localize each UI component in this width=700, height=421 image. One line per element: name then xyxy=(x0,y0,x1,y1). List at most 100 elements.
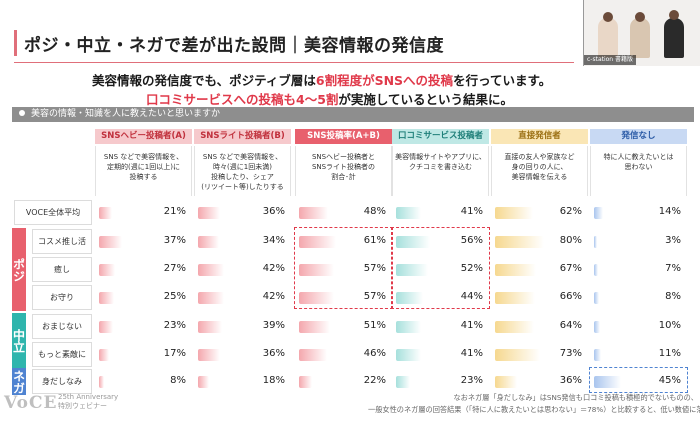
data-value: 7% xyxy=(665,263,681,274)
title-accent-bar xyxy=(14,30,17,56)
data-value: 61% xyxy=(363,235,386,246)
data-bar xyxy=(299,236,336,248)
data-value: 8% xyxy=(665,291,681,302)
column-description: 特に人に教えたいとは 思わない xyxy=(590,146,687,196)
presenter-head xyxy=(635,12,645,22)
data-cell: 37% xyxy=(95,233,192,251)
data-cell: 18% xyxy=(194,373,291,391)
data-value: 27% xyxy=(163,263,186,274)
data-cell: 8% xyxy=(590,289,687,307)
data-bar xyxy=(299,321,330,333)
column-description-line: SNS などで美容情報を、 xyxy=(202,153,283,161)
data-bar xyxy=(299,376,312,388)
column-description-line: 直接の友人や家族など xyxy=(504,153,575,161)
column-header: SNS投稿率(A+B) xyxy=(295,129,392,144)
data-cell: 42% xyxy=(194,289,291,307)
column-description-line: 美容情報を伝える xyxy=(511,173,568,181)
data-value: 45% xyxy=(658,375,681,386)
data-cell: 73% xyxy=(491,346,588,364)
data-cell: 23% xyxy=(95,318,192,336)
title-divider xyxy=(14,62,574,63)
data-bar xyxy=(99,349,109,361)
data-value: 80% xyxy=(559,235,582,246)
question-bar: 美容の情報・知識を人に教えたいと思いますか xyxy=(12,107,694,122)
data-cell: 23% xyxy=(392,373,489,391)
data-bar xyxy=(396,292,423,304)
data-value: 3% xyxy=(665,235,681,246)
column-description-line: 思わない xyxy=(624,163,653,171)
column-header: SNSヘビー投稿者(A) xyxy=(95,129,192,144)
data-bar xyxy=(198,236,219,248)
data-bar xyxy=(396,376,410,388)
data-value: 62% xyxy=(559,206,582,217)
data-cell: 44% xyxy=(392,289,489,307)
subtitle-text: を行っています。 xyxy=(453,73,552,88)
data-value: 57% xyxy=(363,263,386,274)
data-value: 34% xyxy=(262,235,285,246)
data-bar xyxy=(495,207,533,219)
column-description-line: SNS などで美容情報を、 xyxy=(103,153,184,161)
column-description-line: 割合･計 xyxy=(331,173,356,181)
data-cell: 34% xyxy=(194,233,291,251)
data-value: 23% xyxy=(460,375,483,386)
presenter-head xyxy=(603,12,613,22)
data-bar xyxy=(396,264,428,276)
column-description-line: SNSライト投稿者の xyxy=(311,163,376,171)
subtitle-text: 美容情報の発信度でも、ポジティブ層は xyxy=(92,73,316,88)
data-bar xyxy=(594,264,598,276)
data-cell: 45% xyxy=(590,373,687,391)
column-description-line: 定期的(週に1回以上)に xyxy=(107,163,180,171)
highlight-box-no-posting xyxy=(589,367,688,393)
data-bar xyxy=(594,207,603,219)
data-cell: 22% xyxy=(295,373,392,391)
column-header: 直接発信者 xyxy=(491,129,588,144)
data-cell: 41% xyxy=(392,318,489,336)
data-bar xyxy=(299,264,334,276)
data-bar xyxy=(495,236,544,248)
voce-logo: VoCE xyxy=(4,393,58,413)
group-label-positive: ポジ xyxy=(12,228,26,311)
data-value: 18% xyxy=(262,375,285,386)
question-text: 美容の情報・知識を人に教えたいと思いますか xyxy=(31,109,221,119)
data-cell: 21% xyxy=(95,204,192,222)
data-bar xyxy=(198,207,220,219)
anniversary-line: 25th Anniversary xyxy=(58,393,119,401)
column-description: SNS などで美容情報を、 時々(週に1回未満) 投稿したり、シェア (リツイート等)… xyxy=(194,146,291,196)
data-value: 42% xyxy=(262,291,285,302)
data-cell: 57% xyxy=(295,261,392,279)
presenter-figure xyxy=(598,18,618,58)
data-cell: 66% xyxy=(491,289,588,307)
data-bar xyxy=(299,207,328,219)
data-cell: 67% xyxy=(491,261,588,279)
data-cell: 41% xyxy=(392,204,489,222)
anniversary-line: 特別ウェビナー xyxy=(58,402,107,410)
data-cell: 39% xyxy=(194,318,291,336)
data-cell: 64% xyxy=(491,318,588,336)
data-bar xyxy=(594,321,600,333)
data-cell: 80% xyxy=(491,233,588,251)
data-value: 67% xyxy=(559,263,582,274)
column-description-line: 美容情報サイトやアプリに、 xyxy=(395,153,486,161)
row-label: お守り xyxy=(32,285,92,310)
column-description-line: SNSヘビー投稿者と xyxy=(311,153,376,161)
data-bar xyxy=(99,207,112,219)
data-cell: 57% xyxy=(295,289,392,307)
footnote: なおネガ層「身だしなみ」はSNS発信も口コミ投稿も積極的でないものの、 一般女性… xyxy=(368,392,700,416)
subtitle-line-1: 美容情報の発信度でも、ポジティブ層は6割程度がSNSへの投稿を行っています。 xyxy=(92,70,551,89)
row-label: 身だしなみ xyxy=(32,369,92,394)
group-label-neutral: 中立 xyxy=(12,313,26,368)
data-bar xyxy=(594,349,601,361)
data-cell: 56% xyxy=(392,233,489,251)
column-header: 口コミサービス投稿者 xyxy=(392,129,489,144)
data-value: 36% xyxy=(262,348,285,359)
data-bar xyxy=(99,264,115,276)
data-value: 41% xyxy=(460,348,483,359)
row-label: もっと素敵に xyxy=(32,342,92,367)
data-cell: 25% xyxy=(95,289,192,307)
column-description-line: 投稿する xyxy=(129,173,158,181)
data-cell: 36% xyxy=(491,373,588,391)
data-cell: 14% xyxy=(590,204,687,222)
row-label: コスメ推し活 xyxy=(32,229,92,254)
data-bar xyxy=(495,349,540,361)
